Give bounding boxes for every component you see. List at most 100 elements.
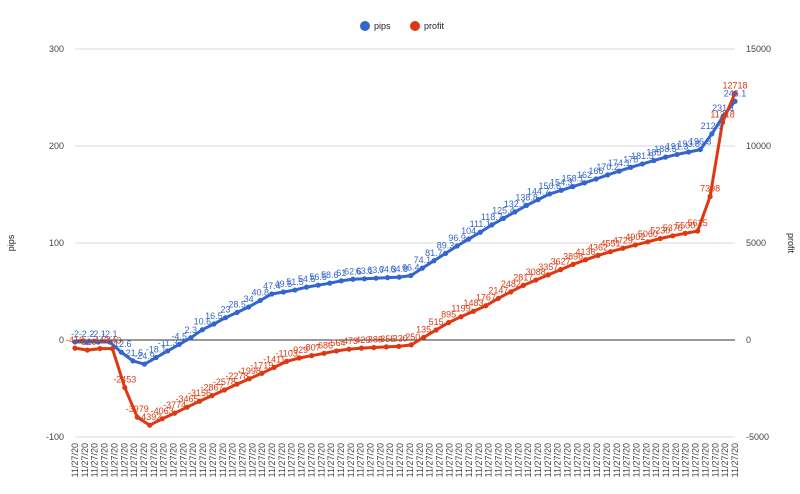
data-point-pips <box>350 276 356 282</box>
data-label-profit: 3357 <box>538 262 558 272</box>
data-label-pips: 56.5 <box>309 272 327 282</box>
data-label-profit: -3156 <box>188 388 211 398</box>
x-tick-label: 11/27/20 <box>631 443 641 477</box>
data-label-pips: 96.9 <box>448 233 466 243</box>
x-tick-label: 11/27/20 <box>237 443 247 477</box>
data-point-profit <box>321 350 327 356</box>
data-point-profit <box>620 245 626 251</box>
data-point-profit <box>122 384 128 391</box>
data-point-pips <box>581 180 588 186</box>
data-label-pips: -18.1 <box>146 345 167 355</box>
data-point-profit <box>209 393 215 399</box>
data-label-pips: 174.1 <box>608 158 631 168</box>
data-point-profit <box>109 345 115 352</box>
left-axis-ticks: -100 0 100 200 300 <box>46 44 64 442</box>
data-label-pips: 61 <box>336 268 346 278</box>
data-point-pips <box>466 236 472 242</box>
x-tick-label: 11/27/20 <box>375 443 385 477</box>
data-point-profit <box>707 193 713 200</box>
x-tick-label: 11/27/20 <box>543 443 553 477</box>
data-label-profit: -3979 <box>126 404 149 414</box>
data-label-pips: 178 <box>623 154 638 164</box>
x-axis-labels: 11/27/20 11/27/20 11/27/20 11/27/20 11/27/20… <box>70 443 740 477</box>
data-label-pips: -24.9 <box>134 351 155 361</box>
data-point-profit <box>645 239 651 245</box>
data-point-pips <box>674 151 680 158</box>
data-label-profit: -355 <box>377 334 395 344</box>
x-tick-label: 11/27/20 <box>503 443 513 477</box>
right-axis-title: profit <box>786 233 796 254</box>
data-label-profit: 5370 <box>663 223 683 233</box>
data-point-profit <box>433 327 439 333</box>
data-point-profit <box>97 345 103 352</box>
data-label-pips: -21.5 <box>123 348 144 358</box>
data-label-profit: 2482 <box>501 279 521 289</box>
data-label-pips: 81.7 <box>425 248 443 258</box>
data-point-pips <box>280 289 287 295</box>
data-point-profit <box>371 344 377 351</box>
data-label-profit: 1483 <box>463 298 483 308</box>
legend-label-profit: profit <box>424 21 445 31</box>
right-tick-label: 15000 <box>746 44 771 54</box>
data-label-pips: 64.3 <box>379 265 397 275</box>
x-tick-label: 11/27/20 <box>720 443 730 477</box>
data-label-pips: 64.8 <box>390 264 408 274</box>
data-point-pips <box>512 209 518 215</box>
data-point-pips <box>234 309 240 315</box>
data-label-profit: 4729 <box>613 235 633 245</box>
x-tick-label: 11/27/20 <box>710 443 720 477</box>
data-point-profit <box>632 242 638 248</box>
data-label-profit: -520 <box>78 337 96 347</box>
data-point-profit <box>582 257 589 263</box>
right-tick-label: -5000 <box>746 432 769 442</box>
data-point-pips <box>523 202 530 208</box>
data-point-profit <box>383 344 389 350</box>
data-label-profit: 895 <box>441 310 456 320</box>
x-tick-label: 11/27/20 <box>247 443 257 477</box>
x-tick-label: 11/27/20 <box>434 443 444 477</box>
data-label-profit: 4136 <box>576 247 596 257</box>
x-tick-label: 11/27/20 <box>306 443 316 477</box>
data-label-pips: 104 <box>461 226 476 236</box>
data-label-pips: 66.4 <box>402 263 420 273</box>
x-tick-label: 11/27/20 <box>316 443 326 477</box>
data-point-pips <box>535 197 541 203</box>
data-label-profit: -1103 <box>276 348 298 358</box>
data-point-profit <box>358 345 365 351</box>
data-point-profit <box>234 381 240 387</box>
data-label-profit: -564 <box>328 338 346 348</box>
x-tick-label: 11/27/20 <box>119 443 129 477</box>
x-tick-label: 11/27/20 <box>395 443 405 477</box>
data-label-pips: -12.6 <box>111 339 132 349</box>
data-point-pips <box>547 191 553 197</box>
data-label-profit: 5230 <box>650 226 670 236</box>
data-label-pips: 132.1 <box>504 199 527 209</box>
x-tick-label: 11/27/20 <box>80 443 90 477</box>
data-point-pips <box>616 168 622 174</box>
data-label-pips: 196.3 <box>689 137 712 147</box>
x-tick-label: 11/27/20 <box>129 443 139 477</box>
x-tick-label: 11/27/20 <box>178 443 188 477</box>
data-point-pips <box>500 215 507 221</box>
data-label-pips: -4.5 <box>171 331 187 341</box>
left-tick-label: 100 <box>49 238 64 248</box>
data-label-pips: 89.3 <box>437 240 455 250</box>
data-point-pips <box>431 258 437 264</box>
data-label-profit: -473 <box>340 336 358 346</box>
legend: pips profit <box>360 21 445 31</box>
data-label-profit: -4392 <box>138 412 161 422</box>
data-point-pips <box>72 339 78 345</box>
data-label-pips: 231.1 <box>712 103 735 113</box>
x-tick-label: 11/27/20 <box>494 443 504 477</box>
x-tick-label: 11/27/20 <box>454 443 464 477</box>
data-point-profit <box>396 343 402 350</box>
x-tick-label: 11/27/20 <box>257 443 267 477</box>
data-point-pips <box>662 154 669 160</box>
x-tick-label: 11/27/20 <box>297 443 307 477</box>
data-label-pips: 10.6 <box>194 317 212 327</box>
data-point-profit <box>495 295 501 301</box>
x-tick-label: 11/27/20 <box>612 443 622 477</box>
data-point-pips <box>454 243 460 249</box>
series-line-pips <box>74 100 737 366</box>
